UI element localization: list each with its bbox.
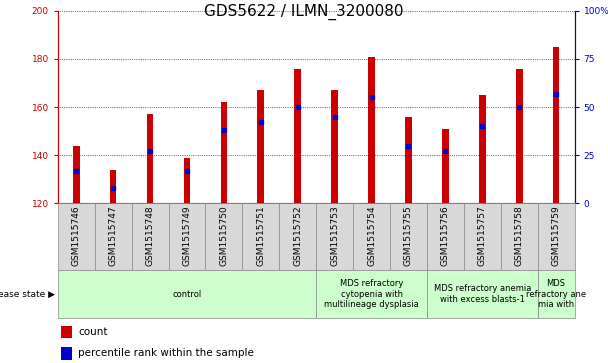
Bar: [501, 203, 537, 270]
Bar: [294, 69, 301, 203]
Bar: [537, 203, 575, 270]
Bar: [427, 203, 464, 270]
Bar: [316, 203, 353, 270]
Text: percentile rank within the sample: percentile rank within the sample: [78, 348, 254, 359]
Text: GSM1515755: GSM1515755: [404, 205, 413, 266]
Bar: [61, 326, 72, 338]
Bar: [168, 203, 206, 270]
Bar: [73, 146, 80, 203]
Bar: [537, 270, 575, 318]
Bar: [368, 57, 375, 203]
Text: control: control: [172, 290, 202, 298]
Text: disease state ▶: disease state ▶: [0, 290, 55, 298]
Bar: [427, 270, 537, 318]
Bar: [353, 203, 390, 270]
Text: GSM1515756: GSM1515756: [441, 205, 450, 266]
Bar: [95, 203, 131, 270]
Bar: [184, 158, 190, 203]
Text: GDS5622 / ILMN_3200080: GDS5622 / ILMN_3200080: [204, 4, 404, 20]
Bar: [221, 102, 227, 203]
Text: GSM1515746: GSM1515746: [72, 205, 81, 266]
Text: MDS
refractory ane
mia with: MDS refractory ane mia with: [526, 279, 586, 309]
Bar: [257, 90, 264, 203]
Text: GSM1515753: GSM1515753: [330, 205, 339, 266]
Bar: [206, 203, 243, 270]
Text: MDS refractory
cytopenia with
multilineage dysplasia: MDS refractory cytopenia with multilinea…: [324, 279, 419, 309]
Bar: [464, 203, 501, 270]
Bar: [147, 114, 153, 203]
Bar: [279, 203, 316, 270]
Bar: [131, 203, 168, 270]
Text: GSM1515757: GSM1515757: [478, 205, 487, 266]
Bar: [110, 170, 117, 203]
Bar: [442, 129, 449, 203]
Bar: [331, 90, 338, 203]
Text: GSM1515754: GSM1515754: [367, 205, 376, 266]
Text: GSM1515748: GSM1515748: [145, 205, 154, 266]
Text: GSM1515747: GSM1515747: [109, 205, 117, 266]
Text: GSM1515749: GSM1515749: [182, 205, 192, 266]
Bar: [243, 203, 279, 270]
Bar: [553, 47, 559, 203]
Bar: [390, 203, 427, 270]
Bar: [516, 69, 522, 203]
Bar: [58, 203, 95, 270]
Text: MDS refractory anemia
with excess blasts-1: MDS refractory anemia with excess blasts…: [434, 284, 531, 304]
Text: GSM1515751: GSM1515751: [257, 205, 265, 266]
Bar: [479, 95, 486, 203]
Text: GSM1515758: GSM1515758: [515, 205, 523, 266]
Bar: [405, 117, 412, 203]
Text: count: count: [78, 327, 108, 337]
Bar: [61, 347, 72, 360]
Bar: [316, 270, 427, 318]
Text: GSM1515759: GSM1515759: [551, 205, 561, 266]
Text: GSM1515752: GSM1515752: [293, 205, 302, 266]
Text: GSM1515750: GSM1515750: [219, 205, 229, 266]
Bar: [58, 270, 316, 318]
